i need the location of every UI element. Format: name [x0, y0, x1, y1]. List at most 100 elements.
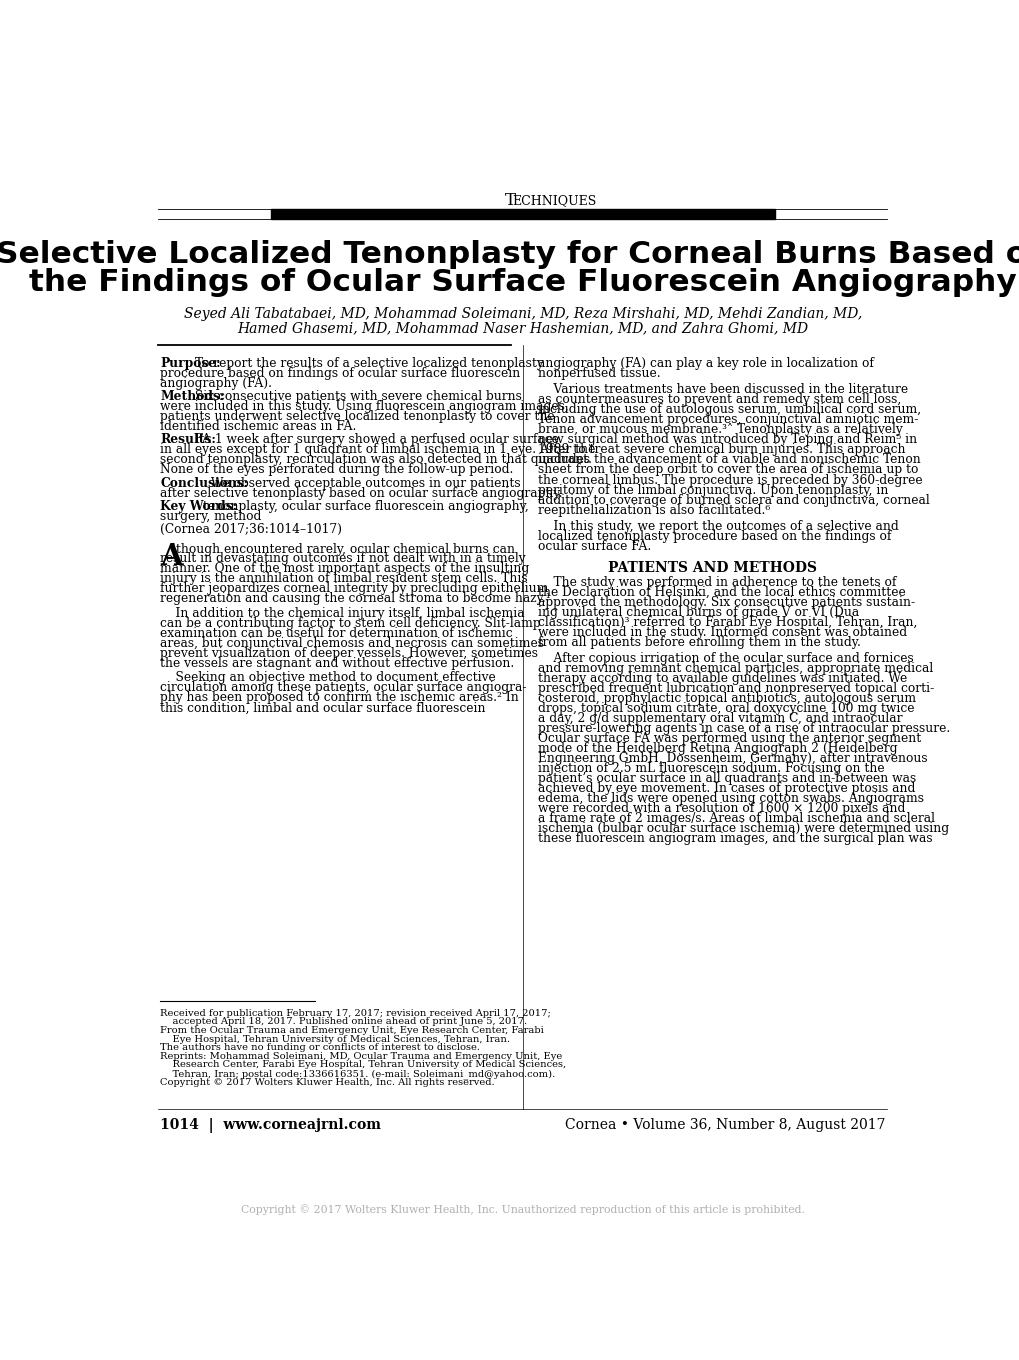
Text: localized tenonplasty procedure based on the findings of: localized tenonplasty procedure based on… [538, 529, 891, 543]
Text: manner. One of the most important aspects of the insulting: manner. One of the most important aspect… [160, 562, 529, 575]
Text: Hamed Ghasemi, MD, Mohammad Naser Hashemian, MD, and Zahra Ghomi, MD: Hamed Ghasemi, MD, Mohammad Naser Hashem… [237, 321, 807, 335]
Text: and removing remnant chemical particles, appropriate medical: and removing remnant chemical particles,… [538, 662, 932, 675]
Text: surgery, method: surgery, method [160, 510, 261, 522]
Text: Conclusions:: Conclusions: [160, 476, 248, 490]
Text: Tehran, Iran; postal code:1336616351. (e-mail: Soleimani_md@yahoo.com).: Tehran, Iran; postal code:1336616351. (e… [160, 1069, 554, 1078]
Text: procedure based on findings of ocular surface fluorescein: procedure based on findings of ocular su… [160, 367, 520, 381]
Text: Methods:: Methods: [160, 390, 224, 404]
Text: the corneal limbus. The procedure is preceded by 360-degree: the corneal limbus. The procedure is pre… [538, 473, 922, 487]
Text: a frame rate of 2 images/s. Areas of limbal ischemia and scleral: a frame rate of 2 images/s. Areas of lim… [538, 812, 934, 826]
Text: Received for publication February 17, 2017; revision received April 17, 2017;: Received for publication February 17, 20… [160, 1009, 550, 1017]
Bar [271, 209, 773, 219]
Text: were included in this study. Using fluorescein angiogram images,: were included in this study. Using fluor… [160, 400, 569, 413]
Text: We observed acceptable outcomes in our patients: We observed acceptable outcomes in our p… [207, 476, 520, 490]
Text: were included in the study. Informed consent was obtained: were included in the study. Informed con… [538, 626, 907, 639]
Text: Results:: Results: [160, 434, 216, 446]
Text: achieved by eye movement. In cases of protective ptosis and: achieved by eye movement. In cases of pr… [538, 782, 915, 796]
Text: from all patients before enrolling them in the study.: from all patients before enrolling them … [538, 636, 860, 649]
Text: nonperfused tissue.: nonperfused tissue. [538, 367, 660, 381]
Text: injury is the annihilation of limbal resident stem cells. This: injury is the annihilation of limbal res… [160, 573, 527, 585]
Text: Selective Localized Tenonplasty for Corneal Burns Based on: Selective Localized Tenonplasty for Corn… [0, 239, 1019, 268]
Text: patients underwent selective localized tenonplasty to cover the: patients underwent selective localized t… [160, 411, 554, 423]
Text: prescribed frequent lubrication and nonpreserved topical corti-: prescribed frequent lubrication and nonp… [538, 683, 933, 695]
Text: a day, 2 g/d supplementary oral vitamin C, and intraocular: a day, 2 g/d supplementary oral vitamin … [538, 713, 902, 725]
Text: edema, the lids were opened using cotton swabs. Angiograms: edema, the lids were opened using cotton… [538, 793, 923, 805]
Text: After copious irrigation of the ocular surface and fornices: After copious irrigation of the ocular s… [538, 653, 913, 665]
Text: FA 1 week after surgery showed a perfused ocular surface: FA 1 week after surgery showed a perfuse… [192, 434, 558, 446]
Text: Cornea • Volume 36, Number 8, August 2017: Cornea • Volume 36, Number 8, August 201… [565, 1118, 884, 1132]
Text: therapy according to available guidelines was initiated. We: therapy according to available guideline… [538, 672, 907, 685]
Text: The study was performed in adherence to the tenets of: The study was performed in adherence to … [538, 575, 896, 589]
Text: mode of the Heidelberg Retina Angiograph 2 (Heidelberg: mode of the Heidelberg Retina Angiograph… [538, 743, 897, 755]
Text: includes the advancement of a viable and nonischemic Tenon: includes the advancement of a viable and… [538, 453, 920, 466]
Text: angiography (FA) can play a key role in localization of: angiography (FA) can play a key role in … [538, 358, 873, 370]
Text: peritomy of the limbal conjunctiva. Upon tenonplasty, in: peritomy of the limbal conjunctiva. Upon… [538, 484, 888, 496]
Text: patient’s ocular surface in all quadrants and in-between was: patient’s ocular surface in all quadrant… [538, 772, 916, 785]
Text: sheet from the deep orbit to cover the area of ischemia up to: sheet from the deep orbit to cover the a… [538, 464, 918, 476]
Text: Copyright © 2017 Wolters Kluwer Health, Inc. Unauthorized reproduction of this a: Copyright © 2017 Wolters Kluwer Health, … [240, 1204, 804, 1214]
Text: lthough encountered rarely, ocular chemical burns can: lthough encountered rarely, ocular chemi… [171, 543, 515, 556]
Text: reepithelialization is also facilitated.⁶: reepithelialization is also facilitated.… [538, 503, 769, 517]
Text: brane, or mucous membrane.³˄ Tenonplasty as a relatively: brane, or mucous membrane.³˄ Tenonplasty… [538, 423, 902, 437]
Text: pressure-lowering agents in case of a rise of intraocular pressure.: pressure-lowering agents in case of a ri… [538, 722, 950, 736]
Text: In this study, we report the outcomes of a selective and: In this study, we report the outcomes of… [538, 520, 898, 533]
Text: the Declaration of Helsinki, and the local ethics committee: the Declaration of Helsinki, and the loc… [538, 586, 905, 598]
Text: Purpose:: Purpose: [160, 358, 220, 370]
Text: Engineering GmbH, Dossenheim, Germany), after intravenous: Engineering GmbH, Dossenheim, Germany), … [538, 752, 927, 766]
Text: (Cornea 2017;36:1014–1017): (Cornea 2017;36:1014–1017) [160, 522, 341, 536]
Text: the Findings of Ocular Surface Fluorescein Angiography: the Findings of Ocular Surface Fluoresce… [29, 268, 1016, 296]
Text: costeroid, prophylactic topical antibiotics, autologous serum: costeroid, prophylactic topical antibiot… [538, 692, 915, 706]
Text: Key Words:: Key Words: [160, 499, 237, 513]
Text: Six consecutive patients with severe chemical burns: Six consecutive patients with severe che… [192, 390, 522, 404]
Text: tenonplasty, ocular surface fluorescein angiography,: tenonplasty, ocular surface fluorescein … [199, 499, 529, 513]
Text: injection of 2.5 mL fluorescein sodium. Focusing on the: injection of 2.5 mL fluorescein sodium. … [538, 762, 884, 775]
Text: Eye Hospital, Tehran University of Medical Sciences, Tehran, Iran.: Eye Hospital, Tehran University of Medic… [160, 1035, 510, 1043]
Text: None of the eyes perforated during the follow-up period.: None of the eyes perforated during the f… [160, 464, 513, 476]
Text: Copyright © 2017 Wolters Kluwer Health, Inc. All rights reserved.: Copyright © 2017 Wolters Kluwer Health, … [160, 1077, 494, 1087]
Text: Ocular surface FA was performed using the anterior segment: Ocular surface FA was performed using th… [538, 732, 920, 745]
Text: accepted April 18, 2017. Published online ahead of print June 5, 2017.: accepted April 18, 2017. Published onlin… [160, 1017, 527, 1027]
Text: 1989 to treat severe chemical burn injuries. This approach: 1989 to treat severe chemical burn injur… [538, 443, 905, 457]
Text: areas, but conjunctival chemosis and necrosis can sometimes: areas, but conjunctival chemosis and nec… [160, 636, 543, 650]
Text: ischemia (bulbar ocular surface ischemia) were determined using: ischemia (bulbar ocular surface ischemia… [538, 823, 949, 835]
Text: The authors have no funding or conflicts of interest to disclose.: The authors have no funding or conflicts… [160, 1043, 480, 1053]
Text: new surgical method was introduced by Teping and Reim⁵ in: new surgical method was introduced by Te… [538, 434, 916, 446]
Text: In addition to the chemical injury itself, limbal ischemia: In addition to the chemical injury itsel… [160, 607, 524, 620]
Text: were recorded with a resolution of 1600 × 1200 pixels and: were recorded with a resolution of 1600 … [538, 802, 905, 815]
Text: Reprints: Mohammad Soleimani, MD, Ocular Trauma and Emergency Unit, Eye: Reprints: Mohammad Soleimani, MD, Ocular… [160, 1051, 561, 1061]
Text: T: T [504, 192, 516, 209]
Text: this condition, limbal and ocular surface fluorescein: this condition, limbal and ocular surfac… [160, 702, 485, 714]
Text: To report the results of a selective localized tenonplasty: To report the results of a selective loc… [192, 358, 543, 370]
Text: second tenonplasty, recirculation was also detected in that quadrant.: second tenonplasty, recirculation was al… [160, 453, 591, 466]
Text: Seeking an objective method to document effective: Seeking an objective method to document … [160, 672, 495, 684]
Text: result in devastating outcomes if not dealt with in a timely: result in devastating outcomes if not de… [160, 552, 525, 564]
Text: further jeopardizes corneal integrity by precluding epithelium: further jeopardizes corneal integrity by… [160, 582, 548, 596]
Text: ocular surface FA.: ocular surface FA. [538, 540, 651, 552]
Text: the vessels are stagnant and without effective perfusion.: the vessels are stagnant and without eff… [160, 657, 514, 669]
Text: Seyed Ali Tabatabaei, MD, Mohammad Soleimani, MD, Reza Mirshahi, MD, Mehdi Zandi: Seyed Ali Tabatabaei, MD, Mohammad Solei… [183, 307, 861, 321]
Text: examination can be useful for determination of ischemic: examination can be useful for determinat… [160, 627, 513, 639]
Text: Tenon advancement procedures, conjunctival amniotic mem-: Tenon advancement procedures, conjunctiv… [538, 413, 918, 427]
Text: can be a contributing factor to stem cell deficiency. Slit-lamp: can be a contributing factor to stem cel… [160, 616, 540, 630]
Text: approved the methodology. Six consecutive patients sustain-: approved the methodology. Six consecutiv… [538, 596, 914, 609]
Text: including the use of autologous serum, umbilical cord serum,: including the use of autologous serum, u… [538, 404, 920, 416]
Text: prevent visualization of deeper vessels. However, sometimes: prevent visualization of deeper vessels.… [160, 647, 538, 660]
Text: after selective tenonplasty based on ocular surface angiography.: after selective tenonplasty based on ocu… [160, 487, 562, 499]
Text: in all eyes except for 1 quadrant of limbal ischemia in 1 eye. After the: in all eyes except for 1 quadrant of lim… [160, 443, 595, 457]
Text: as countermeasures to prevent and remedy stem cell loss,: as countermeasures to prevent and remedy… [538, 393, 901, 407]
Text: identified ischemic areas in FA.: identified ischemic areas in FA. [160, 420, 356, 434]
Text: these fluorescein angiogram images, and the surgical plan was: these fluorescein angiogram images, and … [538, 832, 932, 846]
Text: A: A [160, 543, 182, 571]
Text: regeneration and causing the corneal stroma to become hazy.¹: regeneration and causing the corneal str… [160, 592, 550, 605]
Text: drops, topical sodium citrate, oral doxycycline 100 mg twice: drops, topical sodium citrate, oral doxy… [538, 702, 914, 715]
Text: Research Center, Farabi Eye Hospital, Tehran University of Medical Sciences,: Research Center, Farabi Eye Hospital, Te… [160, 1061, 566, 1069]
Text: ECHNIQUES: ECHNIQUES [513, 194, 596, 208]
Text: ing unilateral chemical burns of grade V or VI (Dua: ing unilateral chemical burns of grade V… [538, 607, 859, 619]
Text: From the Ocular Trauma and Emergency Unit, Eye Research Center, Farabi: From the Ocular Trauma and Emergency Uni… [160, 1025, 543, 1035]
Text: 1014  |  www.corneajrnl.com: 1014 | www.corneajrnl.com [160, 1118, 381, 1133]
Text: Various treatments have been discussed in the literature: Various treatments have been discussed i… [538, 384, 908, 396]
Text: PATIENTS AND METHODS: PATIENTS AND METHODS [607, 560, 816, 574]
Text: addition to coverage of burned sclera and conjunctiva, corneal: addition to coverage of burned sclera an… [538, 494, 929, 506]
Text: angiography (FA).: angiography (FA). [160, 377, 272, 390]
Text: classification)³ referred to Farabi Eye Hospital, Tehran, Iran,: classification)³ referred to Farabi Eye … [538, 616, 917, 628]
